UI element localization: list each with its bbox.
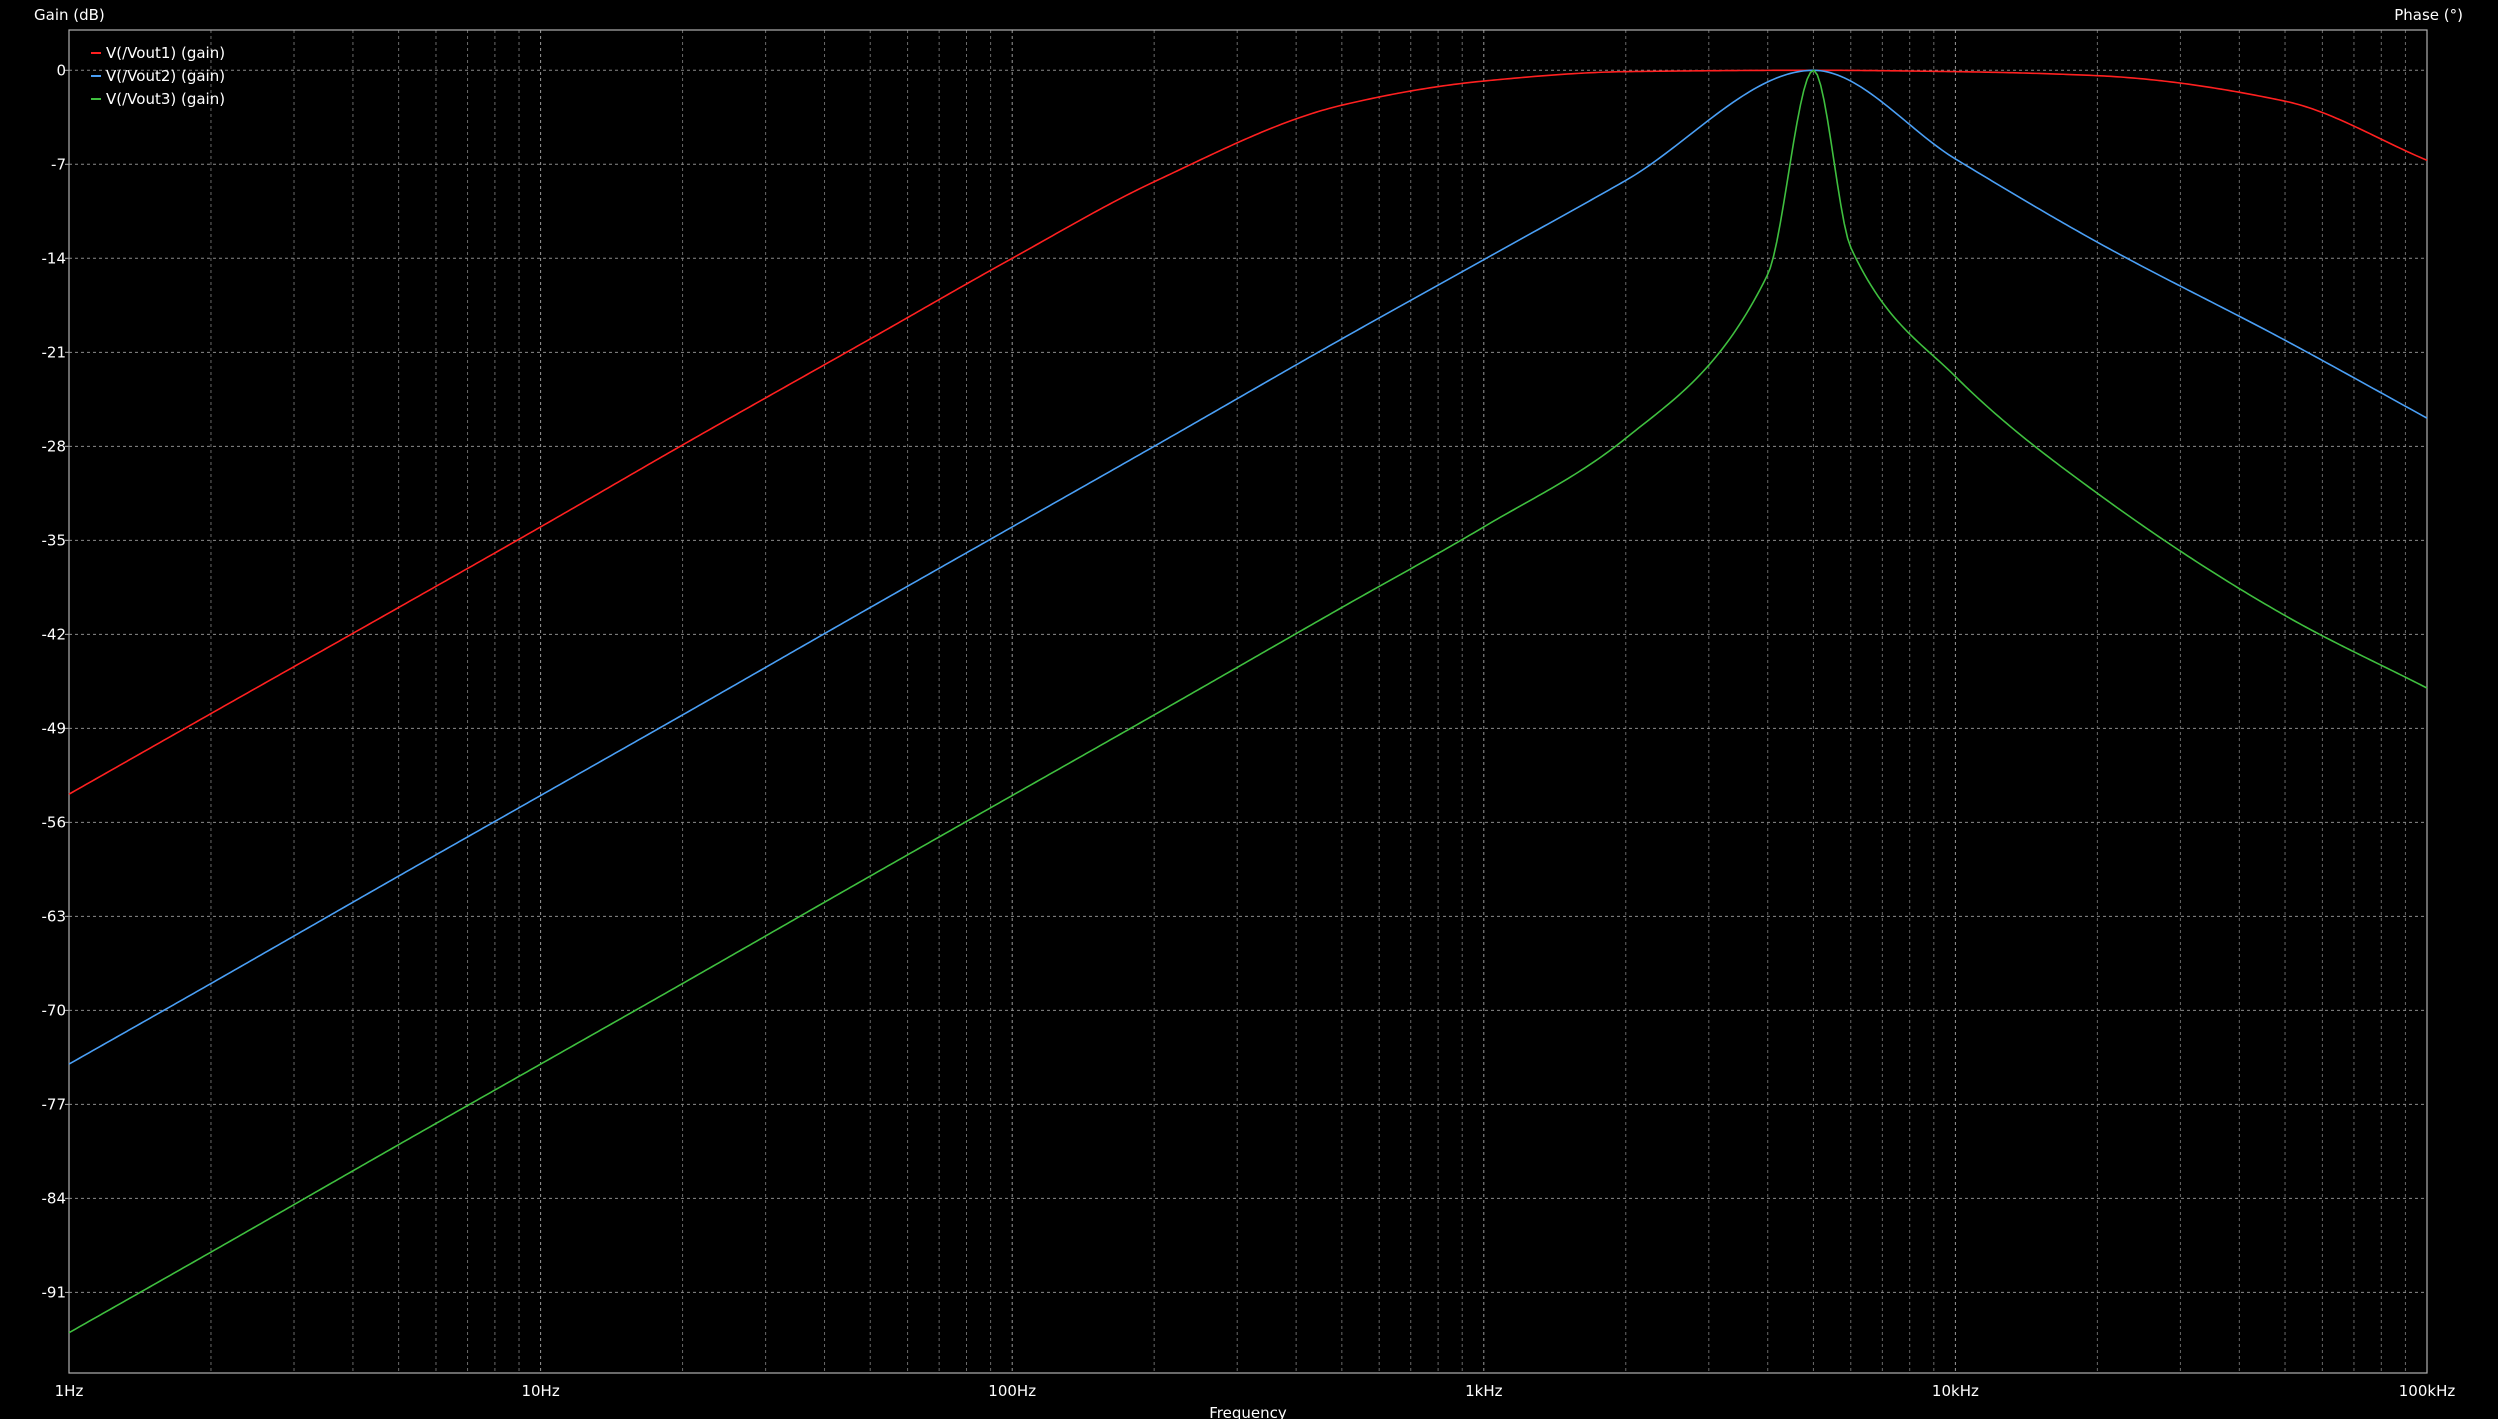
y-tick-label: -42 [42,625,67,643]
y-axis-title: Gain (dB) [34,6,105,24]
x-tick-label: 10kHz [1932,1382,1979,1400]
grid [68,30,2427,1373]
x-tick-label: 1kHz [1465,1382,1503,1400]
y-tick-label: -84 [42,1189,67,1207]
legend-item-3[interactable]: V(/Vout3) (gain) [91,90,225,108]
x-tick-label: 10Hz [521,1382,559,1400]
legend-item-1[interactable]: V(/Vout1) (gain) [91,44,225,62]
y-tick-label: -77 [42,1095,67,1113]
x-tick-label: 100kHz [2399,1382,2456,1400]
y2-axis-title: Phase (°) [2394,6,2463,24]
series-line-1 [68,69,2428,795]
y-tick-label: -70 [42,1001,67,1019]
y-tick-label: -63 [42,907,67,925]
x-tick-label: 100Hz [988,1382,1036,1400]
plot-frame [68,29,2428,1374]
legend-item-2[interactable]: V(/Vout2) (gain) [91,67,225,85]
series-line-2 [68,69,2428,1065]
legend-label: V(/Vout3) (gain) [106,90,225,108]
legend-label: V(/Vout1) (gain) [106,44,225,62]
y-tick-labels: 0 -7 -14 -21 -28 -35 -42 -49 -56 -63 -70 -77 -84 -91 [42,61,69,1301]
y-tick-label: -14 [42,249,67,267]
y-tick-label: -91 [42,1283,67,1301]
y-tick-label: -21 [42,343,67,361]
y-tick-label: -28 [42,437,67,455]
y-tick-label: 0 [56,61,66,79]
series-line-3 [68,69,2428,1334]
x-tick-labels: 1Hz 10Hz 100Hz 1kHz 10kHz 100kHz [55,1382,2456,1400]
legend[interactable]: V(/Vout1) (gain) V(/Vout2) (gain) V(/Vout3… [91,44,225,108]
y-tick-label: -7 [51,155,66,173]
y-tick-label: -49 [42,719,67,737]
x-axis-title: Frequency [1209,1404,1287,1419]
y-tick-label: -56 [42,813,67,831]
legend-label: V(/Vout2) (gain) [106,67,225,85]
y-tick-label: -35 [42,531,67,549]
curves [68,69,2428,1334]
x-tick-label: 1Hz [55,1382,84,1400]
